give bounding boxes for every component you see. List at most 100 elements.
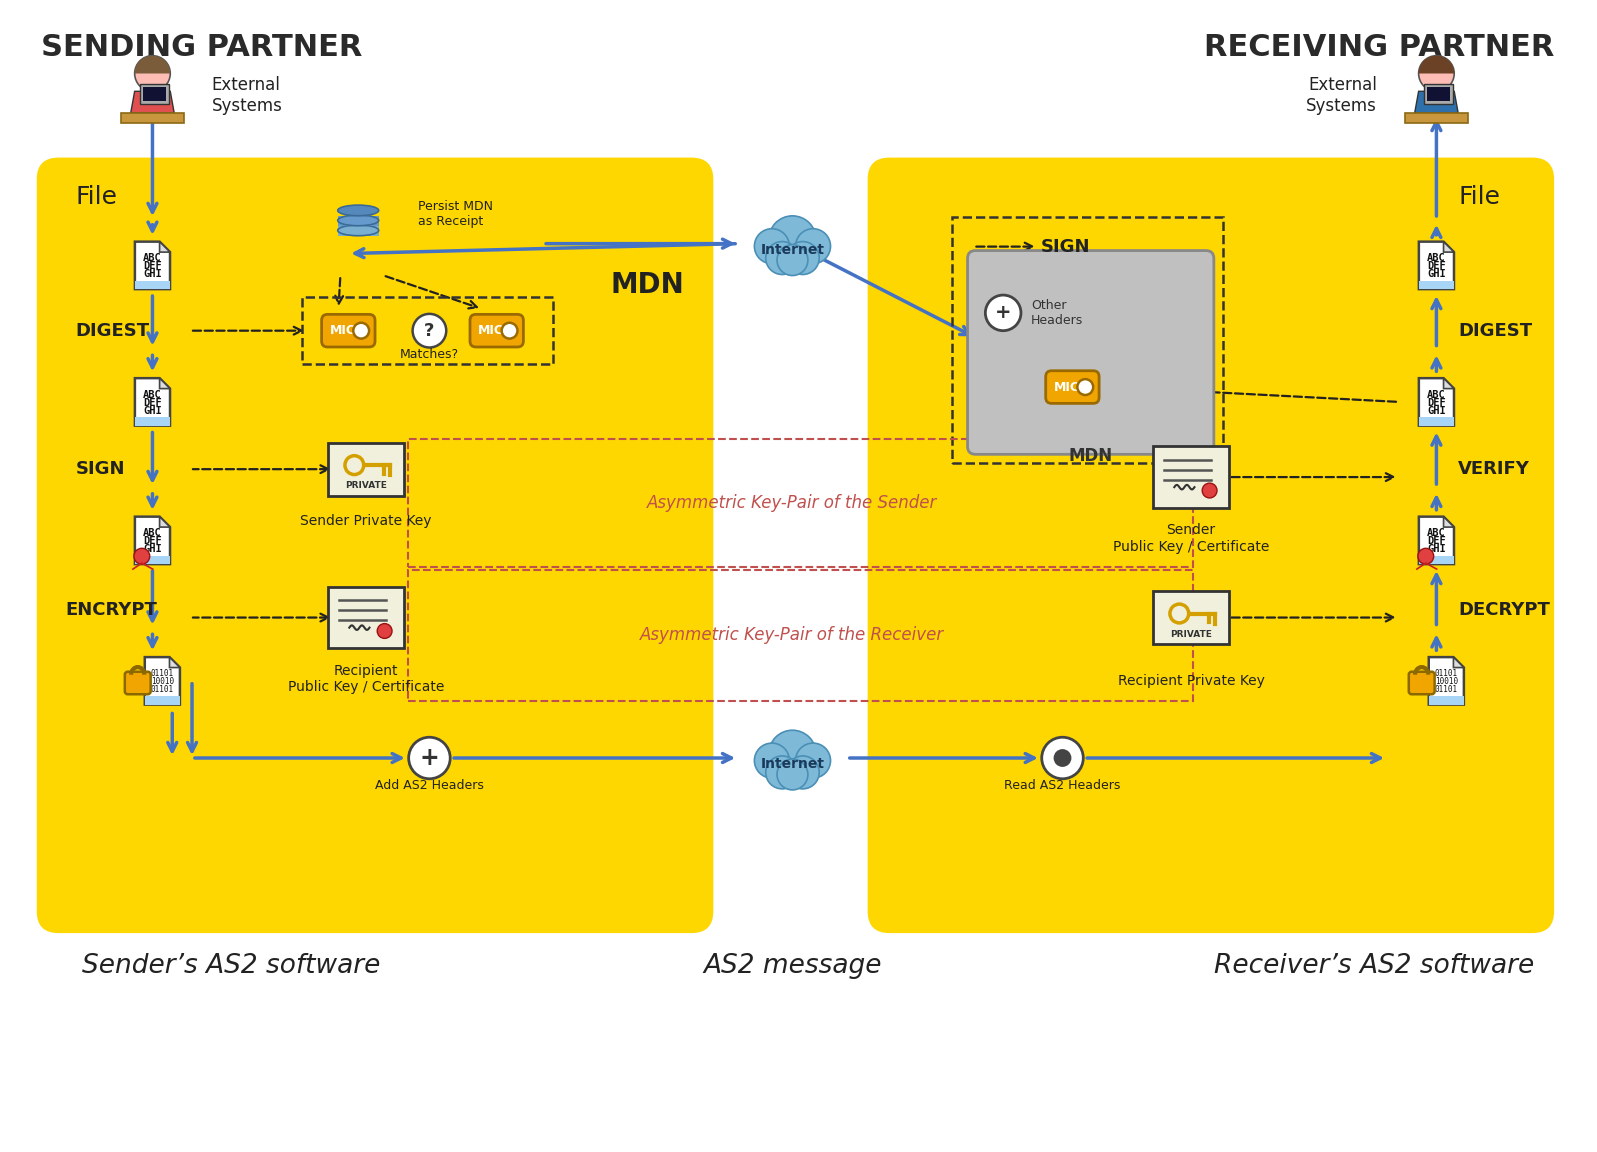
Circle shape — [1418, 55, 1455, 91]
Polygon shape — [134, 555, 169, 564]
Polygon shape — [160, 378, 169, 388]
Wedge shape — [1418, 55, 1455, 74]
Polygon shape — [1444, 242, 1453, 252]
Polygon shape — [1418, 378, 1453, 425]
Text: AS2 message: AS2 message — [703, 953, 882, 979]
Text: ABC: ABC — [144, 529, 161, 538]
Polygon shape — [134, 516, 169, 564]
Text: Add AS2 Headers: Add AS2 Headers — [375, 779, 484, 793]
Text: 01101: 01101 — [1434, 669, 1458, 679]
Circle shape — [778, 759, 808, 790]
Text: DEF: DEF — [144, 537, 161, 546]
Polygon shape — [169, 657, 180, 667]
Circle shape — [795, 229, 830, 264]
Text: ABC: ABC — [144, 391, 161, 400]
FancyBboxPatch shape — [470, 314, 524, 347]
Text: +: + — [995, 303, 1011, 323]
Circle shape — [501, 323, 517, 339]
Polygon shape — [1444, 378, 1453, 388]
FancyBboxPatch shape — [1046, 371, 1099, 403]
Polygon shape — [134, 242, 169, 289]
Circle shape — [1203, 483, 1217, 498]
FancyBboxPatch shape — [139, 84, 169, 104]
Text: Other
Headers: Other Headers — [1030, 298, 1083, 327]
Circle shape — [765, 242, 798, 274]
Text: ABC: ABC — [1428, 391, 1445, 400]
Text: DEF: DEF — [1428, 262, 1445, 272]
Text: Sender Private Key: Sender Private Key — [300, 514, 431, 528]
Text: DEF: DEF — [144, 397, 161, 408]
FancyBboxPatch shape — [37, 158, 714, 933]
FancyBboxPatch shape — [321, 314, 375, 347]
Polygon shape — [145, 696, 180, 705]
Polygon shape — [160, 516, 169, 528]
Text: PRIVATE: PRIVATE — [1171, 630, 1212, 639]
Circle shape — [754, 743, 789, 778]
Circle shape — [985, 295, 1020, 331]
FancyBboxPatch shape — [1405, 113, 1468, 123]
Text: MIC: MIC — [329, 324, 356, 338]
FancyBboxPatch shape — [867, 158, 1554, 933]
Circle shape — [353, 323, 369, 339]
Circle shape — [786, 242, 819, 274]
Polygon shape — [134, 417, 169, 425]
FancyBboxPatch shape — [968, 250, 1214, 454]
Polygon shape — [1429, 657, 1464, 705]
Text: VERIFY: VERIFY — [1458, 460, 1530, 478]
Text: PRIVATE: PRIVATE — [345, 482, 386, 491]
Circle shape — [409, 737, 450, 779]
Text: MDN: MDN — [1068, 447, 1113, 465]
FancyBboxPatch shape — [1153, 446, 1230, 508]
Text: 01101: 01101 — [150, 685, 174, 695]
FancyBboxPatch shape — [337, 215, 378, 226]
Text: SENDING PARTNER: SENDING PARTNER — [42, 33, 363, 62]
Text: 10010: 10010 — [150, 677, 174, 687]
Circle shape — [778, 244, 808, 275]
Polygon shape — [145, 657, 180, 705]
Polygon shape — [1418, 516, 1453, 564]
Text: Recipient Private Key: Recipient Private Key — [1118, 674, 1265, 688]
Text: ENCRYPT: ENCRYPT — [65, 600, 157, 619]
Text: Asymmetric Key-Pair of the Sender: Asymmetric Key-Pair of the Sender — [647, 494, 937, 511]
Polygon shape — [1429, 696, 1464, 705]
Text: MIC: MIC — [1054, 380, 1080, 394]
Circle shape — [134, 55, 171, 91]
Text: Internet: Internet — [760, 243, 824, 257]
FancyBboxPatch shape — [121, 113, 184, 123]
Text: SIGN: SIGN — [1041, 237, 1091, 256]
Polygon shape — [134, 378, 169, 425]
Polygon shape — [134, 281, 169, 289]
Text: 01101: 01101 — [150, 669, 174, 679]
Text: MDN: MDN — [610, 271, 684, 300]
Wedge shape — [134, 55, 171, 74]
Polygon shape — [1418, 417, 1453, 425]
Circle shape — [795, 743, 830, 778]
Polygon shape — [1453, 657, 1464, 667]
Circle shape — [1418, 548, 1434, 564]
Text: 01101: 01101 — [1434, 685, 1458, 695]
Text: External
Systems: External Systems — [212, 76, 283, 115]
Text: DEF: DEF — [1428, 537, 1445, 546]
Circle shape — [134, 548, 150, 564]
Text: DIGEST: DIGEST — [75, 321, 150, 340]
Text: RECEIVING PARTNER: RECEIVING PARTNER — [1204, 33, 1554, 62]
Text: Sender’s AS2 software: Sender’s AS2 software — [83, 953, 380, 979]
Ellipse shape — [337, 205, 378, 215]
FancyBboxPatch shape — [1153, 591, 1230, 644]
Text: DEF: DEF — [144, 262, 161, 272]
Text: ABC: ABC — [1428, 253, 1445, 264]
Text: ABC: ABC — [144, 253, 161, 264]
Text: Internet: Internet — [760, 757, 824, 771]
Text: SIGN: SIGN — [75, 460, 125, 478]
Text: Persist MDN
as Receipt: Persist MDN as Receipt — [417, 200, 492, 228]
Circle shape — [786, 756, 819, 789]
FancyBboxPatch shape — [142, 88, 166, 101]
FancyBboxPatch shape — [1426, 88, 1450, 101]
Circle shape — [412, 313, 446, 348]
FancyBboxPatch shape — [1423, 84, 1453, 104]
Polygon shape — [1415, 91, 1458, 113]
Polygon shape — [160, 242, 169, 252]
Polygon shape — [1444, 516, 1453, 528]
Text: ABC: ABC — [1428, 529, 1445, 538]
Circle shape — [1078, 379, 1094, 395]
